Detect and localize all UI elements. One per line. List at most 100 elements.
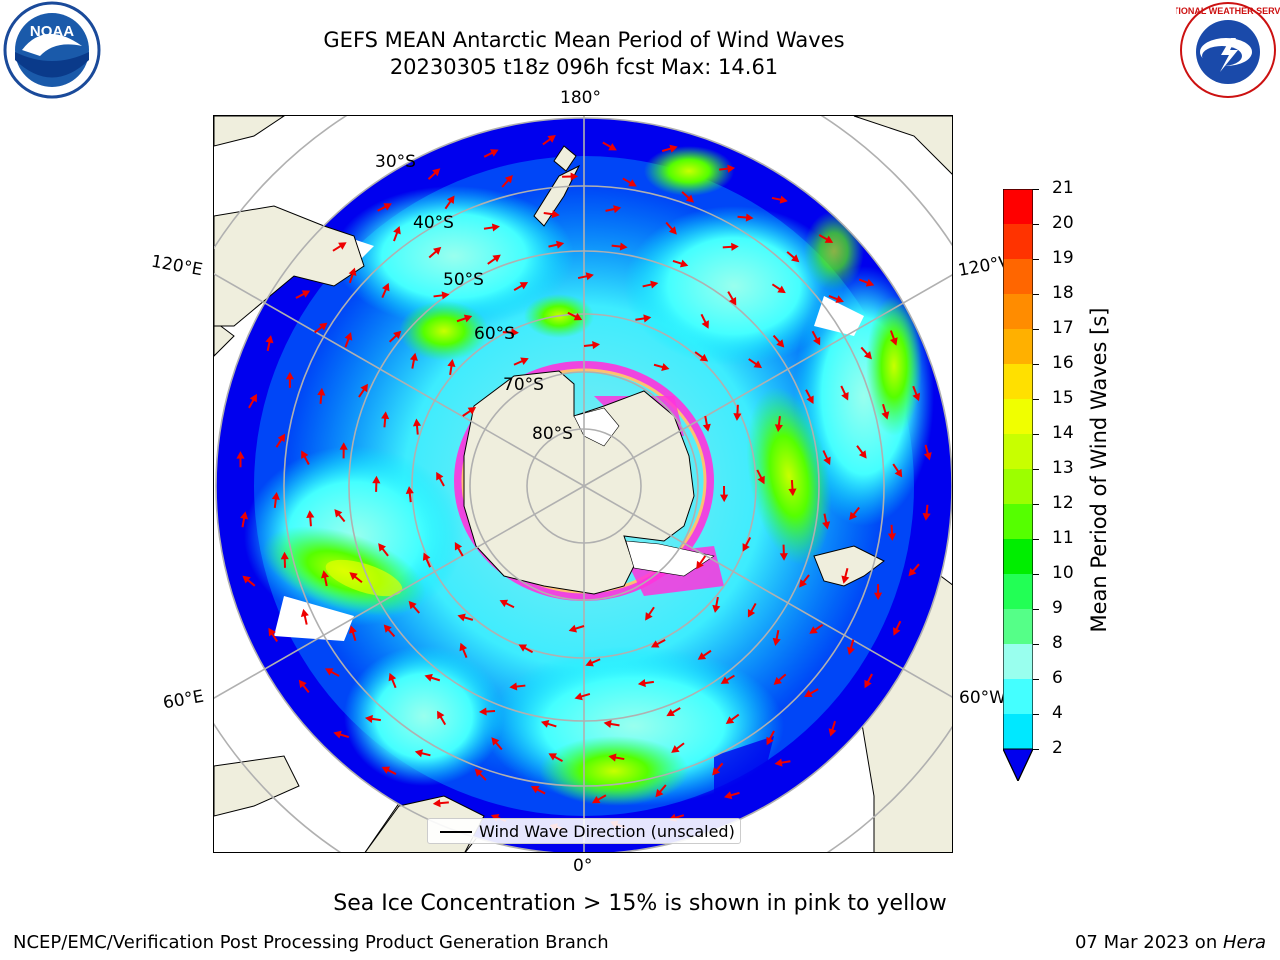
wind-arrow-head	[788, 488, 797, 497]
colorbar-band	[1003, 504, 1033, 540]
wind-arrow-head	[742, 543, 750, 552]
wind-arrow-head	[324, 668, 334, 676]
colorbar-band	[1003, 609, 1033, 645]
wind-arrow-head	[608, 753, 617, 762]
wind-arrow-head	[645, 612, 653, 621]
wind-arrow-head	[858, 450, 867, 459]
wind-arrow-head	[393, 225, 401, 235]
wind-arrow-head	[478, 707, 487, 716]
colorbar-tick-mark	[1033, 539, 1039, 540]
colorbar-band	[1003, 189, 1033, 225]
wind-arrow-head	[679, 259, 689, 268]
wind-arrow-head	[446, 195, 455, 204]
wind-arrow-head	[922, 512, 931, 521]
wind-arrow-head	[772, 637, 781, 646]
colorbar-tick-label: 10	[1052, 563, 1074, 583]
wind-arrow-head	[585, 658, 594, 667]
wind-arrow-head	[774, 424, 783, 433]
wind-arrow-head	[447, 358, 456, 367]
wind-arrow-head	[383, 624, 392, 633]
wind-arrow-head	[668, 226, 677, 235]
wind-arrow-head	[301, 290, 311, 298]
wind-arrow-head	[864, 679, 872, 689]
wind-arrow-head	[422, 552, 431, 561]
wind-arrow-head	[712, 767, 721, 776]
wind-arrow-head	[333, 730, 342, 739]
wind-arrow-head	[414, 749, 424, 758]
wind-arrow-head	[753, 360, 763, 369]
wind-arrow-head	[381, 411, 390, 420]
wind-arrow-head	[467, 407, 477, 415]
wind-arrow-head	[463, 314, 473, 323]
wind-arrow-head	[699, 353, 709, 362]
wind-arrow-head	[570, 172, 579, 181]
lon-label-60e: 60°E	[161, 686, 206, 714]
wind-arrow-head	[685, 194, 695, 203]
wind-arrow-head	[301, 450, 309, 459]
wind-arrow-head	[777, 285, 786, 294]
wind-arrow-head	[393, 330, 402, 339]
wind-arrow-head	[474, 768, 483, 777]
wind-arrow-head	[492, 254, 501, 263]
wind-arrow-head	[799, 579, 807, 588]
colorbar-tick-label: 19	[1052, 248, 1074, 268]
wind-arrow-head	[491, 737, 500, 746]
colorbar-tick-mark	[1033, 259, 1039, 260]
wind-arrow-head	[591, 795, 601, 804]
nws-logo: NATIONAL WEATHER SERVICE	[1161, 0, 1280, 100]
wind-arrow-head	[249, 393, 257, 403]
wind-arrow-head	[847, 646, 855, 656]
colorbar-tick-mark	[1033, 714, 1039, 715]
polar-map	[213, 115, 953, 853]
wind-arrow-head	[841, 392, 849, 401]
colorbar-band	[1003, 399, 1033, 435]
lon-label-60w: 60°W	[959, 688, 1006, 708]
wind-arrow-head	[459, 642, 468, 652]
wind-arrow-head	[666, 708, 675, 717]
wind-arrow-head	[723, 791, 733, 800]
wind-arrow-head	[490, 814, 500, 822]
wind-arrow-head	[613, 205, 622, 214]
wind-arrow-head	[504, 174, 513, 184]
colorbar-outline	[1003, 189, 1033, 781]
wind-arrow-head	[745, 213, 754, 222]
wind-arrow-head	[881, 411, 890, 420]
wind-arrow-head	[655, 788, 664, 798]
wind-arrow-head	[757, 475, 765, 485]
wind-arrow-head	[339, 442, 348, 450]
wind-arrow-head	[874, 592, 883, 601]
wind-arrow-head	[823, 456, 831, 466]
colorbar-tick-label: 11	[1052, 528, 1074, 548]
footer-date-text: 07 Mar 2023 on	[1074, 932, 1223, 953]
wind-arrow-head	[240, 511, 249, 520]
colorbar	[1003, 189, 1033, 781]
lat-label-40: 40°S	[413, 213, 454, 233]
wind-arrow-head	[360, 383, 368, 393]
wind-arrow-head	[727, 164, 736, 173]
wind-arrow-head	[574, 692, 583, 701]
wind-arrow-head	[696, 560, 704, 570]
wind-arrow-head	[637, 679, 646, 688]
wind-arrow-head	[747, 609, 756, 618]
wind-arrow-head	[908, 567, 917, 577]
lat-label-70: 70°S	[503, 375, 544, 395]
wind-arrow-head	[804, 689, 813, 697]
wind-arrow-head	[824, 235, 834, 243]
colorbar-tick-mark	[1033, 469, 1039, 470]
lon-label-0: 0°	[573, 856, 593, 876]
wind-arrow-head	[733, 413, 742, 421]
colorbar-band	[1003, 539, 1033, 575]
wind-arrow-head	[490, 149, 499, 157]
colorbar-tick-label: 15	[1052, 388, 1074, 408]
lon-label-180: 180°	[560, 88, 601, 108]
colorbar-tick-mark	[1033, 504, 1039, 505]
colorbar-tick-mark	[1033, 574, 1039, 575]
wind-arrow-head	[381, 766, 391, 774]
wind-arrow-head	[573, 313, 583, 321]
colorbar-tick-label: 8	[1052, 633, 1063, 653]
wind-arrow-head	[643, 314, 652, 323]
colorbar-tick-mark	[1033, 749, 1039, 750]
wind-arrow-head	[432, 799, 441, 808]
colorbar-tick-mark	[1033, 364, 1039, 365]
wind-arrow-head	[774, 758, 783, 767]
